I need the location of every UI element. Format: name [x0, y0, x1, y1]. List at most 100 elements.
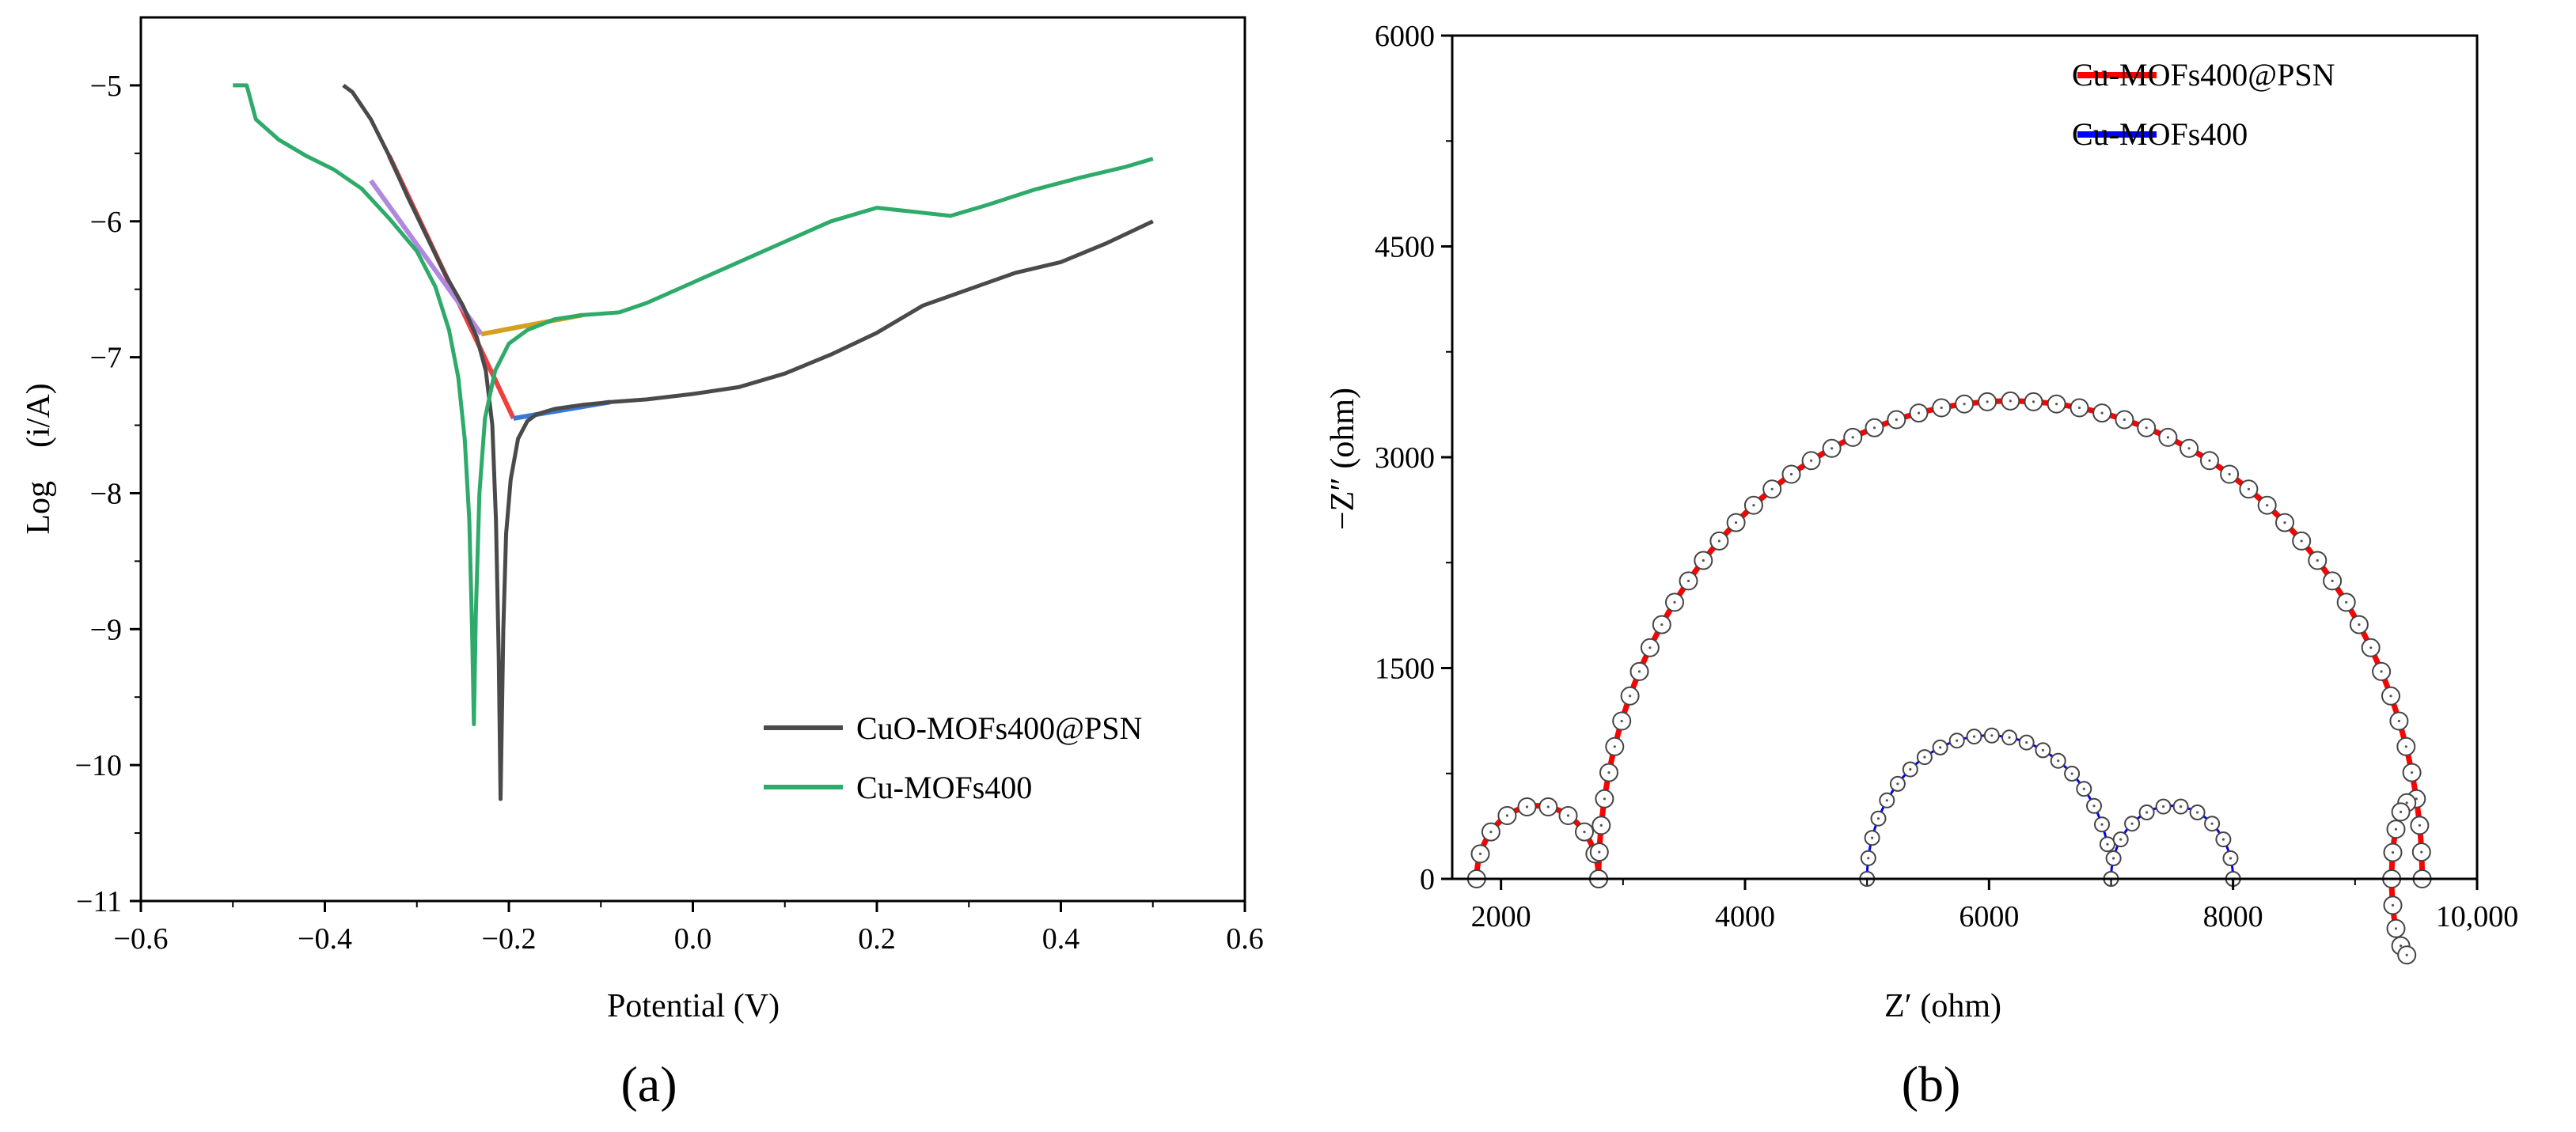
data-point-dot [2070, 772, 2073, 775]
x-tick-label-a: −0.6 [114, 922, 169, 956]
data-point-dot [2221, 838, 2225, 841]
data-point-dot [1717, 539, 1720, 543]
series-line-cuo-mofs400-psn [342, 83, 1154, 801]
y-tick-label-b: 6000 [1375, 20, 1435, 53]
data-point-dot [2210, 822, 2214, 825]
data-point-dot [1963, 403, 1966, 406]
x-tick-label-b: 10,000 [2436, 900, 2519, 933]
polarization-curves [233, 83, 1154, 801]
x-tick-label-a: −0.2 [482, 922, 537, 956]
x-tick-label-a: 0.6 [1226, 922, 1264, 956]
data-point-dot [1566, 814, 1570, 817]
data-point-dot [1972, 735, 1976, 738]
legend-b: Cu-MOFs400@PSN Cu-MOFs400 [2072, 57, 2335, 152]
y-tick-label-b: 4500 [1375, 231, 1435, 264]
data-point-dot [2112, 857, 2115, 860]
data-point-dot [1939, 746, 1942, 749]
x-tick-label-b: 4000 [1715, 900, 1775, 933]
data-point-dot [2418, 823, 2421, 827]
plot-frame-b [1451, 34, 2479, 880]
data-point-dot [1599, 823, 1603, 827]
x-tick-label-a: −0.4 [298, 922, 352, 956]
data-point-dot [2358, 623, 2361, 627]
data-point-dot [1752, 504, 1755, 507]
data-point-dot [2331, 579, 2334, 583]
data-point-dot [2380, 670, 2383, 673]
data-point-dot [2228, 472, 2231, 476]
data-point-dot [2415, 797, 2418, 801]
data-point-dot [1583, 831, 1586, 834]
plot-frame-a [139, 16, 1246, 903]
data-point-dot [1923, 755, 1926, 759]
data-point-dot [2405, 953, 2408, 956]
x-tick-label-b: 6000 [1959, 900, 2019, 933]
data-point-dot [2196, 811, 2199, 814]
data-point-dot [2166, 436, 2169, 439]
y-tick-label-a: −10 [75, 749, 122, 782]
data-point-dot [1871, 836, 1874, 839]
nyquist-fit-lines [1474, 398, 2426, 957]
data-point-dot [1613, 745, 1616, 748]
data-point-dot [2180, 805, 2183, 808]
data-point-dot [1867, 857, 1870, 860]
data-point-dot [2283, 521, 2286, 524]
data-point-dot [2130, 822, 2134, 825]
data-point-dot [1876, 817, 1880, 820]
panel-label-a: (a) [620, 1056, 677, 1112]
data-point-dot [2400, 945, 2403, 948]
data-point-dot [2077, 406, 2081, 410]
data-point-dot [2092, 805, 2096, 808]
data-point-dot [2229, 857, 2233, 860]
x-tick-label-b: 8000 [2203, 900, 2263, 933]
data-point-dot [2145, 426, 2148, 430]
nyquist-plot-panel: 2000 4000 6000 8000 10,000 0 1500 3000 4500 6000… [1325, 20, 2518, 1112]
x-tick-label-a: 0.2 [858, 922, 896, 956]
y-tick-label-a: −9 [90, 613, 122, 646]
panel-label-b: (b) [1902, 1056, 1961, 1112]
data-point-dot [2162, 805, 2165, 808]
data-point-dot [2389, 695, 2392, 698]
data-point-dot [1990, 734, 1994, 737]
data-point-dot [2300, 539, 2303, 543]
data-point-dot [2100, 823, 2104, 826]
data-point-dot [1885, 799, 1888, 802]
data-point-dot [2394, 927, 2398, 930]
data-point-dot [1489, 831, 1493, 834]
data-point-dot [1478, 852, 1482, 855]
data-point-dot [2009, 399, 2012, 403]
data-point-dot [2041, 748, 2044, 752]
data-point-dot [2405, 801, 2408, 805]
data-point-dot [2008, 736, 2011, 739]
legend-label-cu-mofs400-b: Cu-MOFs400 [2072, 116, 2248, 152]
y-tick-label-a: −5 [90, 70, 122, 103]
legend-label-cu-mofs400-a: Cu-MOFs400 [856, 770, 1032, 805]
legend-label-cuo-mofs400-psn: CuO-MOFs400@PSN [856, 710, 1142, 746]
x-axis-label-b: Z′ (ohm) [1884, 988, 2001, 1024]
data-point-dot [2055, 403, 2058, 406]
y-axis-ticks-a: −5 −6 −7 −8 −9 −10 −11 [75, 70, 141, 918]
data-point-dot [2369, 646, 2373, 649]
y-tick-label-b: 0 [1420, 863, 1435, 896]
data-point-dot [2208, 459, 2211, 462]
data-point-dot [1831, 447, 1834, 450]
data-point-dot [1660, 623, 1664, 627]
fit-arc-0-0 [1474, 803, 1602, 880]
data-point-dot [2032, 400, 2035, 403]
data-point-dot [2394, 827, 2398, 831]
legend-label-cu-mofs400-psn: Cu-MOFs400@PSN [2072, 57, 2335, 93]
data-point-dot [1637, 670, 1641, 673]
data-point-dot [2025, 741, 2028, 744]
data-point-dot [1735, 521, 1738, 524]
x-tick-label-a: 0.4 [1042, 922, 1080, 956]
data-point-dot [1620, 719, 1623, 723]
y-tick-label-a: −8 [90, 477, 122, 510]
data-point-dot [1648, 646, 1652, 649]
x-axis-ticks-b: 2000 4000 6000 8000 10,000 [1471, 879, 2519, 933]
data-point-dot [1851, 436, 1854, 439]
data-point-dot [1629, 695, 1632, 698]
series-line-cu-mofs400 [233, 83, 1154, 727]
data-point-dot [2266, 504, 2269, 507]
data-point-dot [1546, 805, 1550, 808]
data-point-dot [2106, 842, 2109, 846]
